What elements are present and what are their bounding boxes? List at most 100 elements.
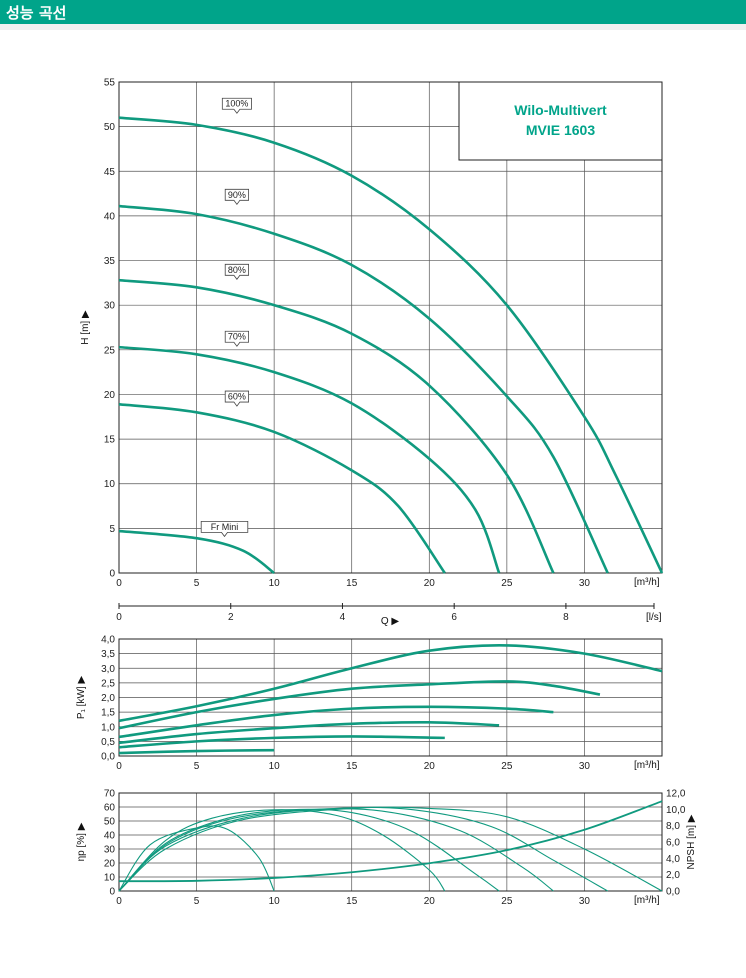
- series-label-tag: [224, 188, 250, 205]
- power-x-unit: [m³/h]: [634, 760, 660, 771]
- head-y-tick-label: 0: [109, 569, 115, 580]
- efficiency-y-tick-label: 70: [104, 789, 116, 800]
- efficiency-x-tick-label: 15: [346, 896, 358, 907]
- head-curve-70: [118, 345, 501, 574]
- head-x-tick-label: 15: [346, 578, 358, 589]
- head-y-tick-label: 15: [104, 435, 116, 446]
- power-x-tick-label: 5: [194, 761, 200, 772]
- power-y-tick-label: 3,5: [101, 649, 115, 660]
- ls-axis-tick-label: 2: [228, 612, 234, 623]
- power-y-tick-label: 0,0: [101, 752, 115, 763]
- efficiency-y-tick-label: 20: [104, 859, 116, 870]
- head-x-tick-label: 25: [501, 578, 513, 589]
- power-x-tick-label: 15: [346, 761, 358, 772]
- head-title-box: [458, 81, 663, 161]
- head-y-tick-label: 40: [104, 211, 116, 222]
- efficiency-x-tick-label: 25: [501, 896, 513, 907]
- power-y-tick-label: 1,0: [101, 722, 115, 733]
- header-divider: [0, 24, 746, 30]
- power-curve-5: [118, 735, 445, 749]
- efficiency-x-tick-label: 5: [194, 896, 200, 907]
- ls-axis-tick-label: 4: [340, 612, 346, 623]
- series-label: Fr Mini: [211, 522, 239, 532]
- head-x-tick-label: 30: [579, 578, 591, 589]
- efficiency-curve-eta-70: [118, 808, 500, 892]
- efficiency-curve-eta-60: [118, 809, 446, 892]
- efficiency-x-tick-label: 30: [579, 896, 591, 907]
- efficiency-y-tick-label: 0: [109, 887, 115, 898]
- series-label-tag: [221, 97, 252, 114]
- header-bar: 성능 곡선: [0, 0, 746, 24]
- series-label: 90%: [228, 190, 246, 200]
- series-label: 80%: [228, 265, 246, 275]
- power-curve-2: [118, 680, 601, 730]
- series-label-tag: [224, 330, 250, 347]
- power-frame: [118, 638, 663, 757]
- power-y-tick-label: 0,5: [101, 737, 115, 748]
- head-title-line: Wilo-Multivert: [514, 102, 607, 118]
- head-frame: [118, 81, 663, 574]
- efficiency-curve-npsh: [118, 800, 663, 883]
- efficiency-curve-eta-100: [118, 806, 663, 892]
- npsh-y-tick-label: 8,0: [666, 821, 680, 832]
- power-x-tick-label: 0: [116, 761, 122, 772]
- series-label: 60%: [228, 392, 246, 402]
- efficiency-x-tick-label: 10: [269, 896, 281, 907]
- head-curve-100: [118, 116, 664, 574]
- power-x-tick-label: 20: [424, 761, 436, 772]
- efficiency-y-axis-label: ηp [%] ▶: [76, 822, 87, 861]
- series-label-tag: [200, 520, 249, 538]
- npsh-y-tick-label: 4,0: [666, 854, 680, 865]
- power-y-tick-label: 3,0: [101, 664, 115, 675]
- power-curve-4: [118, 721, 500, 745]
- efficiency-curve-eta-90: [118, 806, 608, 892]
- power-x-tick-label: 10: [269, 761, 281, 772]
- npsh-y-tick-label: 10,0: [666, 805, 686, 816]
- power-y-axis-label: P₁ [kW] ▶: [76, 676, 87, 720]
- efficiency-y-tick-label: 50: [104, 817, 116, 828]
- efficiency-y-tick-label: 10: [104, 873, 116, 884]
- efficiency-curve-eta-min: [118, 825, 275, 892]
- efficiency-x-tick-label: 20: [424, 896, 436, 907]
- head-curve-60: [118, 402, 446, 574]
- head-x-tick-label: 0: [116, 578, 122, 589]
- head-y-tick-label: 5: [109, 524, 115, 535]
- power-y-tick-label: 2,5: [101, 678, 115, 689]
- head-x-tick-label: 5: [194, 578, 200, 589]
- power-y-tick-label: 2,0: [101, 693, 115, 704]
- efficiency-frame: [118, 792, 663, 892]
- power-y-tick-label: 4,0: [101, 635, 115, 646]
- efficiency-curve-eta-80: [118, 808, 554, 892]
- head-x-unit: [m³/h]: [634, 577, 660, 588]
- q-axis-label: Q ▶: [381, 616, 400, 627]
- npsh-y-tick-label: 12,0: [666, 789, 686, 800]
- head-y-tick-label: 20: [104, 390, 116, 401]
- ls-axis-tick-label: 8: [563, 612, 569, 623]
- efficiency-y-tick-label: 30: [104, 845, 116, 856]
- power-curve-1: [118, 644, 663, 723]
- ls-axis-tick-label: 6: [451, 612, 457, 623]
- npsh-y-tick-label: 0,0: [666, 887, 680, 898]
- series-label-tag: [224, 390, 250, 407]
- npsh-y-tick-label: 6,0: [666, 838, 680, 849]
- power-y-tick-label: 1,5: [101, 708, 115, 719]
- head-x-tick-label: 20: [424, 578, 436, 589]
- power-curve-3: [118, 705, 554, 739]
- ls-axis-unit: [l/s]: [646, 612, 662, 623]
- head-curve-80: [118, 278, 555, 574]
- efficiency-y-tick-label: 60: [104, 803, 116, 814]
- head-y-tick-label: 35: [104, 256, 116, 267]
- head-y-tick-label: 30: [104, 301, 116, 312]
- efficiency-x-tick-label: 0: [116, 896, 122, 907]
- power-x-tick-label: 25: [501, 761, 513, 772]
- head-y-tick-label: 55: [104, 78, 116, 89]
- head-title-line: MVIE 1603: [526, 122, 595, 138]
- series-label-tag: [224, 263, 250, 280]
- head-curve-90: [118, 204, 609, 574]
- power-x-tick-label: 30: [579, 761, 591, 772]
- head-y-tick-label: 50: [104, 122, 116, 133]
- head-x-tick-label: 10: [269, 578, 281, 589]
- ls-axis-tick-label: 0: [116, 612, 122, 623]
- head-curve-frmini: [118, 529, 275, 575]
